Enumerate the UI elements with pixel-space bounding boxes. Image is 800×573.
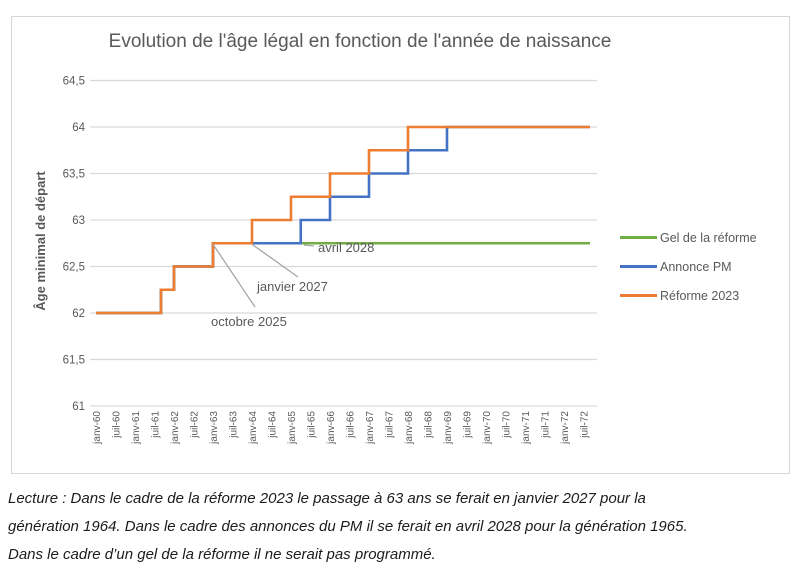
x-tick-label: juil-68 xyxy=(424,411,435,439)
y-tick-label: 61 xyxy=(72,401,85,413)
caption-line-2: génération 1964. Dans le cadre des annon… xyxy=(8,518,688,535)
y-tick-label: 64,5 xyxy=(63,76,85,88)
annotation-leader-line xyxy=(251,243,299,278)
x-tick-label: janv-69 xyxy=(443,411,454,445)
y-axis-title: Âge minimal de départ xyxy=(33,171,48,311)
legend-item-annonce-pm: Annonce PM xyxy=(620,252,757,281)
legend-item-reforme-2023: Réforme 2023 xyxy=(620,281,757,310)
x-tick-label: janv-70 xyxy=(482,411,493,445)
annotation-label: janvier 2027 xyxy=(256,279,328,294)
x-tick-label: juil-67 xyxy=(385,411,396,439)
y-tick-label: 62,5 xyxy=(63,262,85,274)
annotation-octobre-2025: octobre 2025 xyxy=(211,243,287,329)
x-tick-label: janv-63 xyxy=(209,411,220,445)
chart-title: Evolution de l'âge légal en fonction de … xyxy=(108,31,612,52)
x-tick-label: juil-61 xyxy=(151,411,162,439)
x-axis-tick-labels: janv-60 juil-60 janv-61 juil-61 janv-62 juil-… xyxy=(92,411,591,445)
x-tick-label: janv-72 xyxy=(560,411,571,445)
y-tick-label: 64 xyxy=(72,122,85,134)
y-axis-tick-labels: 64,5 64 63,5 63 62,5 62 61,5 61 xyxy=(63,76,86,414)
caption-line-1: Lecture : Dans le cadre de la réforme 20… xyxy=(8,490,646,507)
y-tick-label: 62 xyxy=(72,308,85,320)
caption-line-3: Dans le cadre d’un gel de la réforme il … xyxy=(8,546,436,563)
x-tick-label: juil-64 xyxy=(268,411,279,439)
annotation-leader-line xyxy=(303,244,315,247)
legend-label: Gel de la réforme xyxy=(660,230,757,245)
legend-swatch-green-line xyxy=(620,236,657,239)
y-tick-label: 61,5 xyxy=(63,355,85,367)
series-line-r-forme-2023 xyxy=(96,125,590,315)
x-tick-label: juil-70 xyxy=(502,411,513,439)
caption: Lecture : Dans le cadre de la réforme 20… xyxy=(8,485,798,569)
x-tick-label: janv-71 xyxy=(521,411,532,445)
chart-frame: 64,5 64 63,5 63 62,5 62 61,5 61 janv-60 juil-60 ja… xyxy=(11,16,790,474)
x-tick-label: janv-66 xyxy=(326,411,337,445)
legend-item-gel-de-la-reforme: Gel de la réforme xyxy=(620,223,757,252)
y-tick-label: 63,5 xyxy=(63,169,85,181)
x-tick-label: janv-61 xyxy=(131,411,142,445)
legend-label: Annonce PM xyxy=(660,259,732,274)
x-tick-label: juil-69 xyxy=(463,411,474,439)
annotation-janvier-2027: janvier 2027 xyxy=(251,243,328,294)
annotation-leader-line xyxy=(212,243,256,308)
x-tick-label: juil-71 xyxy=(541,411,552,439)
x-tick-label: juil-60 xyxy=(112,411,123,439)
x-tick-label: juil-62 xyxy=(190,411,201,439)
x-tick-label: janv-65 xyxy=(287,411,298,445)
annotation-avril-2028: avril 2028 xyxy=(303,240,374,255)
y-tick-label: 63 xyxy=(72,215,85,227)
x-tick-label: janv-62 xyxy=(170,411,181,445)
x-tick-label: juil-63 xyxy=(229,411,240,439)
x-tick-label: juil-66 xyxy=(346,411,357,439)
annotation-label: octobre 2025 xyxy=(211,314,287,329)
x-tick-label: juil-65 xyxy=(307,411,318,439)
annotation-label: avril 2028 xyxy=(318,240,374,255)
legend-swatch-blue-line xyxy=(620,265,657,268)
x-tick-label: janv-64 xyxy=(248,411,259,445)
x-tick-label: janv-68 xyxy=(404,411,415,445)
x-tick-label: janv-60 xyxy=(92,411,103,445)
x-tick-label: juil-72 xyxy=(580,411,591,439)
x-tick-label: janv-67 xyxy=(365,411,376,445)
legend-swatch-orange-line xyxy=(620,294,657,297)
legend: Gel de la réforme Annonce PM Réforme 202… xyxy=(620,223,757,310)
legend-label: Réforme 2023 xyxy=(660,288,740,303)
